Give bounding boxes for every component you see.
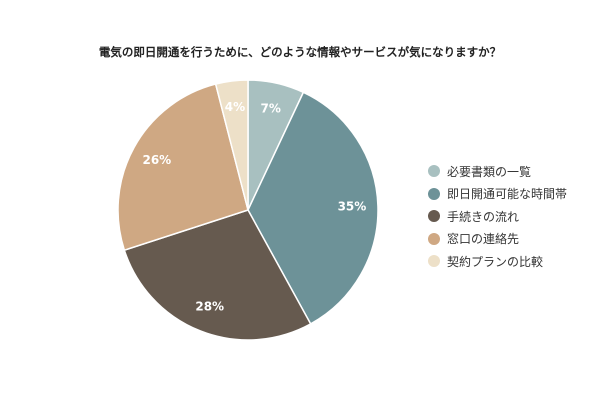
pie-slice — [214, 79, 249, 211]
slice-value-label: 35% — [338, 200, 367, 214]
chart-title: 電気の即日開通を行うために、どのような情報やサービスが気になりますか？ — [98, 45, 502, 59]
legend: 必要書類の一覧即日開通可能な時間帯 手続きの流れ 窓口の連絡先契約プランの比較 — [428, 160, 567, 273]
legend-item: 窓口の連絡先 — [428, 228, 567, 251]
legend-swatch — [428, 165, 440, 178]
legend-label: 必要書類の一覧 — [447, 164, 532, 179]
slice-value-label: 4% — [225, 100, 245, 114]
slice-value-label: 28% — [195, 300, 224, 314]
pie-slice — [117, 83, 249, 252]
legend-item: 契約プランの比較 — [428, 250, 567, 273]
legend-swatch — [428, 255, 440, 268]
pie-labels: 7% 35% 28% 26% 4% — [142, 100, 366, 314]
legend-item: 必要書類の一覧 — [428, 160, 567, 183]
slice-value-label: 26% — [142, 153, 171, 167]
legend-item: 手続きの流れ — [428, 205, 567, 228]
legend-swatch — [428, 210, 440, 223]
slice-value-label: 7% — [260, 102, 280, 116]
pie-slice — [247, 91, 379, 325]
legend-label: 契約プランの比較 — [447, 254, 544, 269]
legend-item: 即日開通可能な時間帯 — [428, 183, 567, 206]
pie-slice — [123, 209, 312, 341]
pie-slices — [117, 79, 379, 341]
legend-swatch — [428, 232, 440, 245]
legend-label: 即日開通可能な時間帯 — [447, 187, 568, 202]
legend-label: 手続きの流れ — [447, 209, 520, 224]
legend-label: 窓口の連絡先 — [447, 232, 520, 247]
legend-swatch — [428, 187, 440, 200]
